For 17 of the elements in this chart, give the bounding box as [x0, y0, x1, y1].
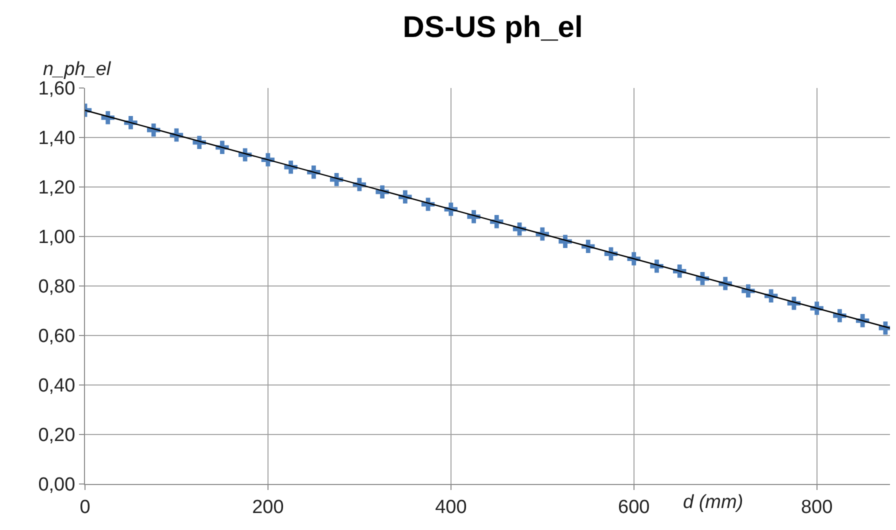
- y-tick-label: 0,60: [38, 326, 76, 348]
- x-tick-label: 400: [435, 496, 467, 518]
- y-tick-label: 1,40: [38, 128, 76, 150]
- y-tick-label: 1,20: [38, 178, 76, 199]
- y-tick-label: 0,40: [38, 376, 76, 397]
- x-tick-label: 600: [618, 496, 650, 518]
- x-tick-label: 0: [80, 496, 90, 518]
- y-tick-label: 0,20: [38, 425, 76, 446]
- chart-title: DS-US ph_el: [402, 10, 583, 44]
- x-tick-label: 200: [252, 496, 284, 518]
- y-tick-label: 1,00: [38, 227, 76, 248]
- x-tick-label: 800: [800, 496, 833, 518]
- y-axis-title: n_ph_el: [43, 59, 112, 80]
- y-tick-label: 1,60: [38, 78, 76, 100]
- x-axis-title: d (mm): [683, 492, 744, 513]
- y-tick-label: 0,00: [38, 474, 76, 496]
- y-tick-label: 0,80: [38, 276, 76, 298]
